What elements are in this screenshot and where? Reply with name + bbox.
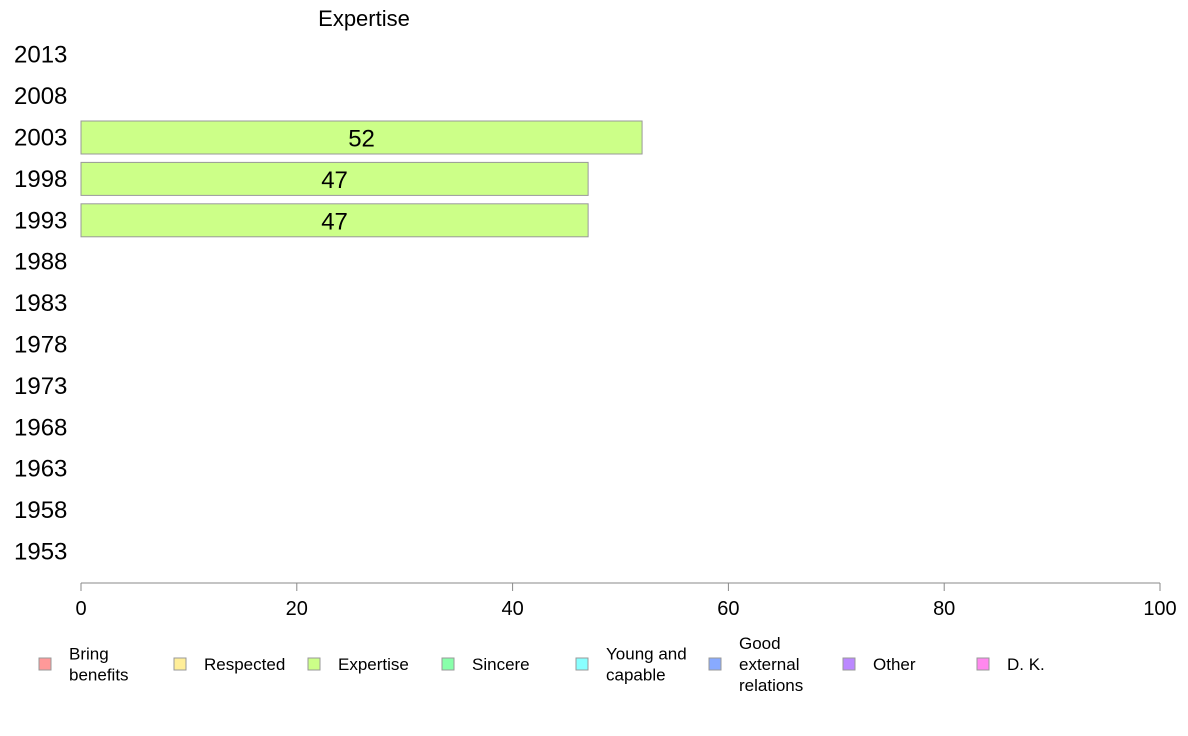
y-tick-label-1968: 1968 xyxy=(14,414,67,441)
bar-1998 xyxy=(80,161,589,196)
legend-swatch xyxy=(307,657,321,671)
legend-item: Good external relations xyxy=(708,634,803,695)
x-tick-label-20: 20 xyxy=(286,598,308,620)
bar-2003 xyxy=(80,120,643,155)
x-tick-label-60: 60 xyxy=(717,598,739,620)
y-tick-label-1973: 1973 xyxy=(14,373,67,400)
legend-swatch xyxy=(441,657,455,671)
y-tick-label-2013: 2013 xyxy=(14,42,67,69)
y-tick-label-1988: 1988 xyxy=(14,249,67,276)
y-tick-label-1993: 1993 xyxy=(14,207,67,234)
y-tick-label-1963: 1963 xyxy=(14,456,67,483)
legend-item: Young and capable xyxy=(575,645,687,685)
legend-label: Other xyxy=(873,655,916,674)
legend-item: Other xyxy=(842,655,916,674)
y-tick-label-1978: 1978 xyxy=(14,332,67,359)
legend-label: Sincere xyxy=(472,655,530,674)
legend-item: Respected xyxy=(173,655,285,674)
y-axis-labels: 2013 2008 2003 1998 1993 1988 1983 1978 1973 1968… xyxy=(14,42,67,566)
legend-label: Good external relations xyxy=(739,634,803,695)
data-label-1993: 47 xyxy=(321,208,348,235)
data-label-2003: 52 xyxy=(348,126,375,153)
legend-item: Expertise xyxy=(307,655,409,674)
legend-item: D. K. xyxy=(976,655,1045,674)
x-tick-label-80: 80 xyxy=(933,598,955,620)
legend-swatch xyxy=(842,657,856,671)
legend-swatch xyxy=(173,657,187,671)
y-tick-label-1998: 1998 xyxy=(14,166,67,193)
y-tick-label-2003: 2003 xyxy=(14,125,67,152)
x-tick-label-40: 40 xyxy=(501,598,523,620)
chart-title: Expertise xyxy=(318,6,410,31)
x-axis: 0 20 40 60 80 100 xyxy=(75,582,1177,620)
y-tick-label-1983: 1983 xyxy=(14,290,67,317)
y-tick-label-1953: 1953 xyxy=(14,539,67,566)
legend-label: Young and capable xyxy=(606,645,687,685)
legend-label: D. K. xyxy=(1007,655,1045,674)
legend-swatch xyxy=(976,657,990,671)
legend: Bring benefits Respected Expertise Sincere Yo… xyxy=(38,634,1045,695)
legend-label: Bring benefits xyxy=(69,645,129,685)
legend-label: Respected xyxy=(204,655,285,674)
legend-label: Expertise xyxy=(338,655,409,674)
bar-1993 xyxy=(80,203,589,238)
x-tick-label-100: 100 xyxy=(1143,598,1176,620)
x-tick-label-0: 0 xyxy=(75,598,86,620)
legend-item: Sincere xyxy=(441,655,530,674)
legend-item: Bring benefits xyxy=(38,645,129,685)
legend-swatch xyxy=(708,657,722,671)
legend-swatch xyxy=(575,657,589,671)
y-tick-label-2008: 2008 xyxy=(14,83,67,110)
legend-swatch xyxy=(38,657,52,671)
y-tick-label-1958: 1958 xyxy=(14,497,67,524)
data-label-1998: 47 xyxy=(321,167,348,194)
